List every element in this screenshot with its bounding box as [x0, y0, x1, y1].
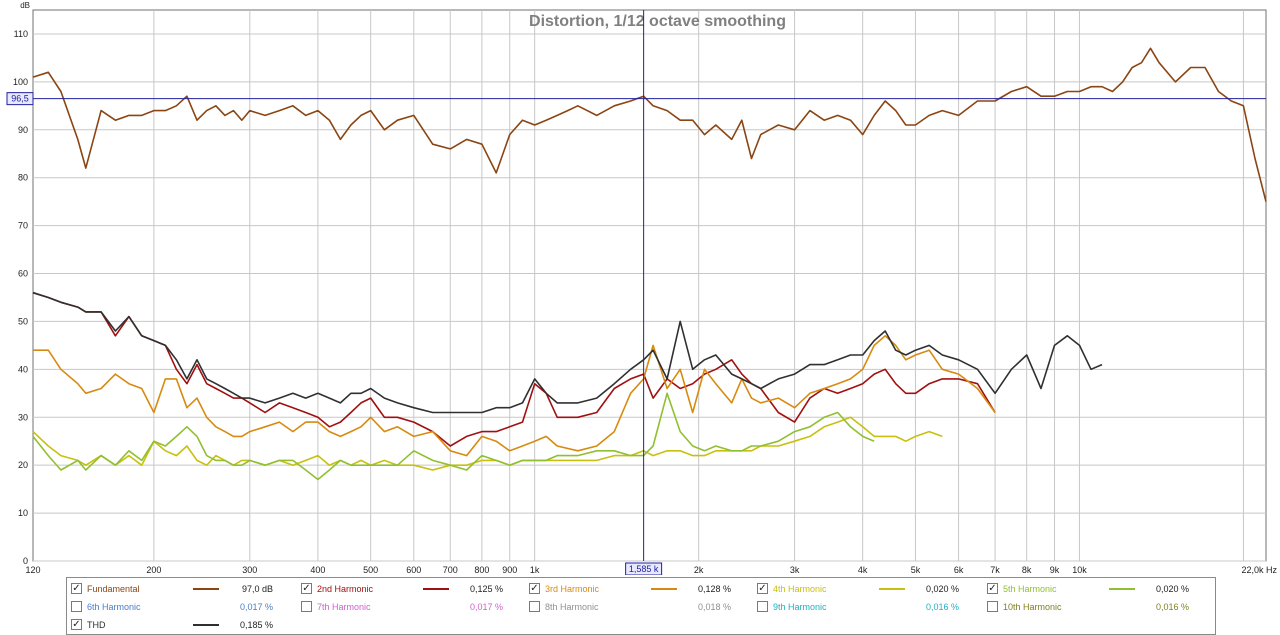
series-thd [32, 291, 1103, 414]
y-tick-label: 10 [18, 508, 28, 518]
legend-line-swatch [193, 588, 219, 590]
legend-item: 8th Harmonic 0,018 % [529, 598, 749, 616]
distortion-chart: 0 10 20 30 40 50 60 70 80 90 100 110 dB 120 200 300 400 5… [6, 1, 1277, 575]
legend-line-swatch [193, 624, 219, 626]
x-tick-label: 6k [954, 565, 964, 575]
x-tick-label: 700 [443, 565, 458, 575]
legend-series-name: 3rd Harmonic [545, 584, 600, 594]
legend-panel: ✓ Fundamental 97,0 dB ✓ 2nd Harmonic 0,125 % ✓… [66, 577, 1216, 635]
legend-series-value: 0,016 % [925, 602, 959, 612]
legend-item: ✓ THD 0,185 % [71, 616, 291, 634]
legend-series-name: Fundamental [87, 584, 140, 594]
y-tick-label: 90 [18, 125, 28, 135]
y-tick-label: 80 [18, 173, 28, 183]
x-tick-label: 500 [363, 565, 378, 575]
y-tick-label: 50 [18, 316, 28, 326]
x-tick-label: 600 [406, 565, 421, 575]
legend-series-name: 9th Harmonic [773, 602, 827, 612]
x-tick-label: 200 [146, 565, 161, 575]
x-tick-label: 1k [530, 565, 540, 575]
y-tick-label: 0 [23, 556, 28, 566]
legend-series-name: 5th Harmonic [1003, 584, 1057, 594]
y-tick-label: 100 [13, 77, 28, 87]
legend-series-name: 2nd Harmonic [317, 584, 374, 594]
legend-series-value: 0,185 % [239, 620, 273, 630]
x-tick-label: 300 [242, 565, 257, 575]
y-tick-label: 20 [18, 460, 28, 470]
cursor-y-readout: 96,5 [11, 94, 29, 104]
legend-series-name: 6th Harmonic [87, 602, 141, 612]
legend-checkbox[interactable]: ✓ [529, 583, 540, 594]
cursor-x-readout-box [625, 562, 663, 575]
legend-item: 6th Harmonic 0,017 % [71, 598, 291, 616]
legend-series-name: 8th Harmonic [545, 602, 599, 612]
legend-series-name: THD [87, 620, 106, 630]
series-3rd-harmonic [33, 334, 996, 457]
y-tick-label: 70 [18, 221, 28, 231]
legend-series-value: 0,020 % [925, 584, 959, 594]
series-2nd-harmonic [32, 291, 996, 447]
series-5th-harmonic [32, 392, 875, 481]
y-tick-label: 110 [14, 29, 28, 39]
cursor-x-readout: 1,585 k [629, 564, 659, 574]
y-tick-label: 60 [18, 269, 28, 279]
x-tick-label: 7k [990, 565, 1000, 575]
legend-checkbox[interactable] [529, 601, 540, 612]
legend-line-swatch [1109, 588, 1135, 590]
legend-item: 10th Harmonic 0,016 % [987, 598, 1207, 616]
x-tick-label: 3k [790, 565, 800, 575]
legend-checkbox[interactable]: ✓ [757, 583, 768, 594]
legend-series-value: 0,018 % [697, 602, 731, 612]
legend-line-swatch [651, 588, 677, 590]
legend-checkbox[interactable] [71, 601, 82, 612]
y-tick-label: 30 [18, 412, 28, 422]
legend-series-value: 97,0 dB [241, 584, 273, 594]
legend-series-name: 10th Harmonic [1003, 602, 1062, 612]
legend-series-value: 0,017 % [239, 602, 273, 612]
series-fundamental [32, 47, 1267, 202]
legend-series-name: 4th Harmonic [773, 584, 827, 594]
legend-item: 7th Harmonic 0,017 % [301, 598, 521, 616]
y-unit-label: dB [20, 1, 30, 10]
x-tick-label: 10k [1072, 565, 1087, 575]
legend-item: 9th Harmonic 0,016 % [757, 598, 977, 616]
legend-checkbox[interactable]: ✓ [71, 619, 82, 630]
legend-item: ✓ 5th Harmonic 0,020 % [987, 580, 1207, 598]
legend-item: ✓ 2nd Harmonic 0,125 % [301, 580, 521, 598]
x-tick-label: 120 [25, 565, 40, 575]
legend-item: ✓ 3rd Harmonic 0,128 % [529, 580, 749, 598]
legend-checkbox[interactable]: ✓ [301, 583, 312, 594]
y-tick-label: 40 [18, 364, 28, 374]
legend-checkbox[interactable]: ✓ [71, 583, 82, 594]
legend-series-name: 7th Harmonic [317, 602, 371, 612]
chart-title: Distortion, 1/12 octave smoothing [529, 13, 786, 30]
x-tick-label: 9k [1050, 565, 1060, 575]
legend-checkbox[interactable] [301, 601, 312, 612]
x-tick-label: 800 [474, 565, 489, 575]
legend-line-swatch [423, 588, 449, 590]
legend-series-value: 0,125 % [469, 584, 503, 594]
legend-series-value: 0,020 % [1155, 584, 1189, 594]
legend-checkbox[interactable] [757, 601, 768, 612]
legend-series-value: 0,017 % [469, 602, 503, 612]
legend-checkbox[interactable]: ✓ [987, 583, 998, 594]
x-tick-label: 5k [911, 565, 921, 575]
x-tick-label: 4k [858, 565, 868, 575]
x-tick-label: 900 [502, 565, 517, 575]
x-tick-label: 2k [694, 565, 704, 575]
x-tick-label: 400 [310, 565, 325, 575]
cursor-y-readout-box [6, 92, 34, 106]
legend-series-value: 0,016 % [1155, 602, 1189, 612]
legend-item: ✓ Fundamental 97,0 dB [71, 580, 291, 598]
legend-line-swatch [879, 588, 905, 590]
x-tick-label: 22,0k Hz [1241, 565, 1277, 575]
legend-checkbox[interactable] [987, 601, 998, 612]
legend-item: ✓ 4th Harmonic 0,020 % [757, 580, 977, 598]
legend-series-value: 0,128 % [697, 584, 731, 594]
x-tick-label: 8k [1022, 565, 1032, 575]
plot-area [32, 9, 1267, 562]
